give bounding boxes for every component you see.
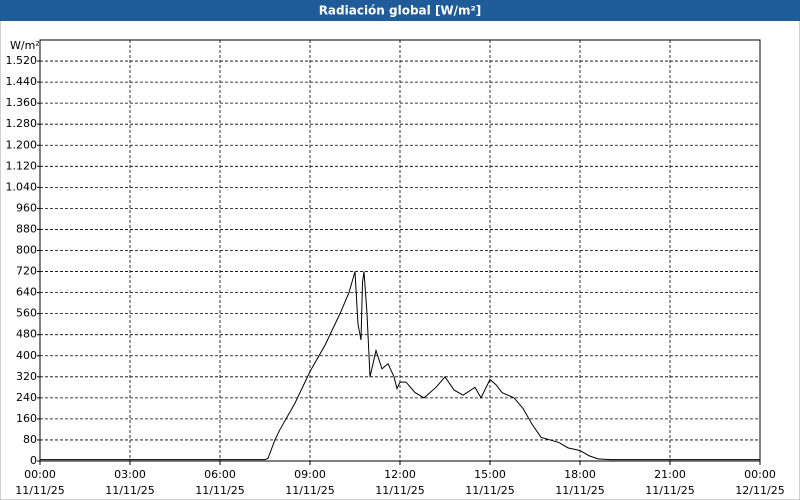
x-tick-label: 15:00	[474, 468, 506, 481]
x-tick-label: 11/11/25	[105, 484, 154, 497]
y-tick-label: 880	[16, 222, 37, 235]
y-tick-label: 1.440	[6, 75, 38, 88]
x-tick-label: 09:00	[294, 468, 326, 481]
data-line	[40, 271, 760, 461]
y-tick-label: 1.120	[6, 159, 38, 172]
x-tick-label: 11/11/25	[555, 484, 604, 497]
x-tick-label: 11/11/25	[15, 484, 64, 497]
x-tick-label: 00:00	[24, 468, 56, 481]
x-tick-label: 12:00	[384, 468, 416, 481]
x-tick-label: 11/11/25	[645, 484, 694, 497]
x-tick-label: 11/11/25	[465, 484, 514, 497]
y-tick-label: 1.360	[6, 96, 38, 109]
x-tick-label: 11/11/25	[195, 484, 244, 497]
y-tick-label: 80	[23, 433, 37, 446]
x-tick-label: 18:00	[564, 468, 596, 481]
y-tick-label: 1.280	[6, 117, 38, 130]
y-tick-label: 480	[16, 328, 37, 341]
x-tick-label: 12/11/25	[735, 484, 784, 497]
x-tick-label: 11/11/25	[285, 484, 334, 497]
y-tick-label: 240	[16, 391, 37, 404]
y-tick-label: 1.040	[6, 180, 38, 193]
x-tick-label: 11/11/25	[375, 484, 424, 497]
y-axis-unit: W/m²	[10, 39, 40, 52]
y-tick-label: 640	[16, 286, 37, 299]
x-tick-label: 06:00	[204, 468, 236, 481]
y-tick-label: 560	[16, 307, 37, 320]
title-bar	[0, 0, 800, 21]
y-tick-label: 720	[16, 265, 37, 278]
chart-title: Radiación global [W/m²]	[319, 4, 482, 18]
y-tick-label: 960	[16, 201, 37, 214]
plot-border	[39, 39, 761, 462]
y-tick-label: 400	[16, 349, 37, 362]
x-tick-label: 00:00	[744, 468, 776, 481]
y-tick-label: 160	[16, 412, 37, 425]
y-tick-label: 320	[16, 370, 37, 383]
y-tick-label: 1.520	[6, 54, 38, 67]
y-tick-label: 0	[30, 454, 37, 467]
y-tick-label: 1.200	[6, 138, 38, 151]
y-tick-label: 800	[16, 244, 37, 257]
x-tick-label: 21:00	[654, 468, 686, 481]
x-tick-label: 03:00	[114, 468, 146, 481]
